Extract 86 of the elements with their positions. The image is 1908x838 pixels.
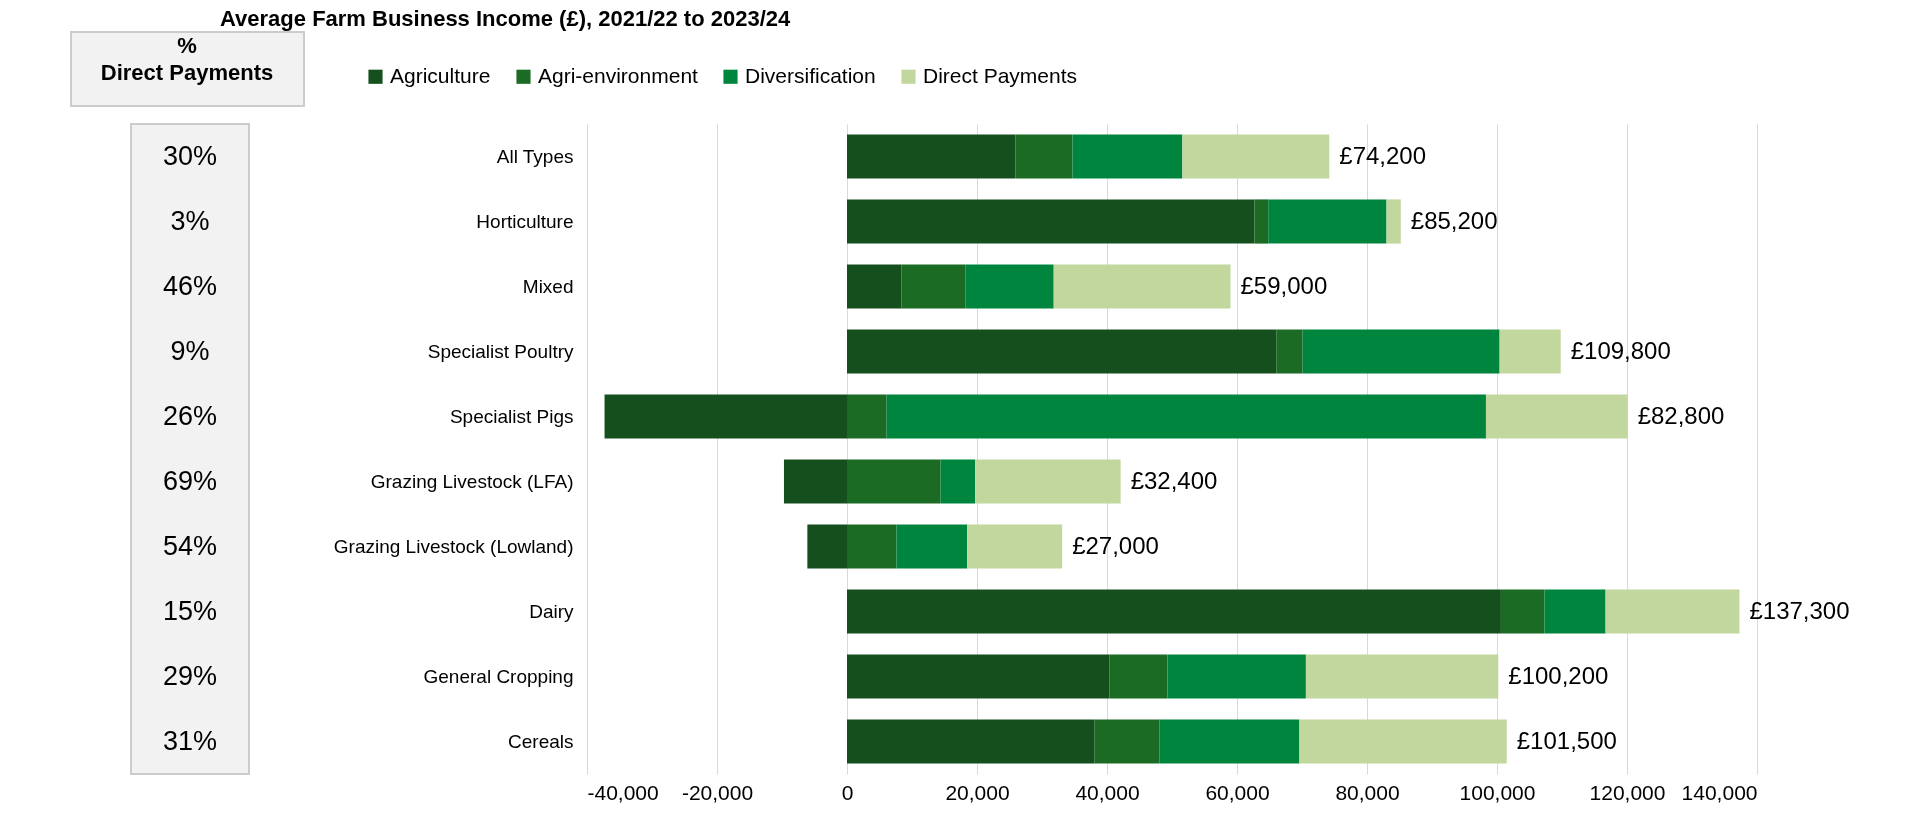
- text: 46%: [162, 270, 218, 301]
- bar: [896, 524, 968, 569]
- bar: [940, 459, 976, 504]
- bar: [967, 524, 1063, 569]
- bar: [1500, 589, 1545, 634]
- y-tick-label: Grazing Livestock (Lowland): [333, 535, 574, 557]
- bar: [847, 719, 1095, 764]
- bar: [1386, 199, 1401, 244]
- bar: [1302, 329, 1500, 374]
- total-label: £100,200: [1508, 661, 1609, 689]
- y-tick-label: General Cropping: [423, 665, 574, 687]
- bar: [901, 264, 966, 309]
- total-label: £85,200: [1410, 206, 1498, 234]
- x-tick-label: 40,000: [1075, 780, 1140, 804]
- bar: [1053, 264, 1231, 309]
- bar: [1182, 134, 1330, 179]
- y-tick-label: Dairy: [529, 600, 574, 622]
- bar: [1544, 589, 1606, 634]
- y-tick-label: Cereals: [508, 730, 574, 752]
- text: 3%: [170, 205, 210, 236]
- bar: [847, 134, 1016, 179]
- text: 54%: [162, 530, 218, 561]
- bar: [847, 199, 1255, 244]
- legend-label: Agri-environment: [538, 63, 699, 87]
- bar: [807, 524, 847, 569]
- bar: [1015, 134, 1073, 179]
- x-tick-label: 20,000: [945, 780, 1010, 804]
- legend-label: Direct Payments: [923, 63, 1078, 87]
- bar: [847, 459, 941, 504]
- bar: [1109, 654, 1168, 699]
- bar: [1299, 719, 1507, 764]
- bar: [1276, 329, 1303, 374]
- x-tick-label: -40,000: [587, 780, 659, 804]
- y-tick-label: Specialist Poultry: [427, 340, 574, 362]
- x-tick-label: 120,000: [1589, 780, 1666, 804]
- text: 69%: [162, 465, 218, 496]
- bar: [1268, 199, 1387, 244]
- bar: [1072, 134, 1183, 179]
- bar: [847, 329, 1277, 374]
- text: 30%: [162, 140, 218, 171]
- bar: [847, 264, 902, 309]
- total-label: £74,200: [1339, 141, 1427, 169]
- bar: [847, 589, 1501, 634]
- bar: [975, 459, 1121, 504]
- y-tick-label: Mixed: [522, 275, 574, 297]
- bar: [847, 394, 887, 439]
- bar: [965, 264, 1054, 309]
- total-label: £32,400: [1130, 466, 1218, 494]
- bar: [1094, 719, 1160, 764]
- legend-label: Agriculture: [390, 63, 491, 87]
- text: 15%: [162, 595, 218, 626]
- bar: [604, 394, 847, 439]
- total-label: £137,300: [1749, 596, 1850, 624]
- bar: [1485, 394, 1628, 439]
- x-tick-label: 100,000: [1459, 780, 1536, 804]
- total-label: £109,800: [1570, 336, 1671, 364]
- legend-label: Diversification: [745, 63, 876, 87]
- text: 31%: [162, 725, 218, 756]
- y-tick-label: Grazing Livestock (LFA): [370, 470, 574, 492]
- bar: [1305, 654, 1499, 699]
- bar: [886, 394, 1486, 439]
- y-tick-label: All Types: [496, 145, 574, 167]
- bar: [847, 524, 897, 569]
- x-tick-label: 80,000: [1335, 780, 1400, 804]
- total-label: £59,000: [1240, 271, 1328, 299]
- bar: [1167, 654, 1306, 699]
- text: 9%: [170, 335, 210, 366]
- x-tick-label: 0: [841, 780, 854, 804]
- text: 26%: [162, 400, 218, 431]
- x-tick-label: 60,000: [1205, 780, 1270, 804]
- bar: [1159, 719, 1300, 764]
- x-tick-label: 140,000: [1681, 780, 1758, 804]
- x-tick-label: -20,000: [681, 780, 754, 804]
- y-tick-label: Specialist Pigs: [449, 405, 574, 427]
- total-label: £27,000: [1072, 531, 1159, 559]
- text: % Direct Payments: [100, 33, 274, 85]
- text: 29%: [162, 660, 218, 691]
- bar: [1499, 329, 1561, 374]
- total-label: £82,800: [1637, 401, 1725, 429]
- bar: [1254, 199, 1269, 244]
- total-label: £101,500: [1516, 726, 1617, 754]
- chart-title: Average Farm Business Income (£), 2021/22 to 2023/24: [220, 6, 792, 31]
- y-tick-label: Horticulture: [476, 210, 574, 232]
- bar: [1605, 589, 1740, 634]
- bar: [783, 459, 847, 504]
- bar: [847, 654, 1110, 699]
